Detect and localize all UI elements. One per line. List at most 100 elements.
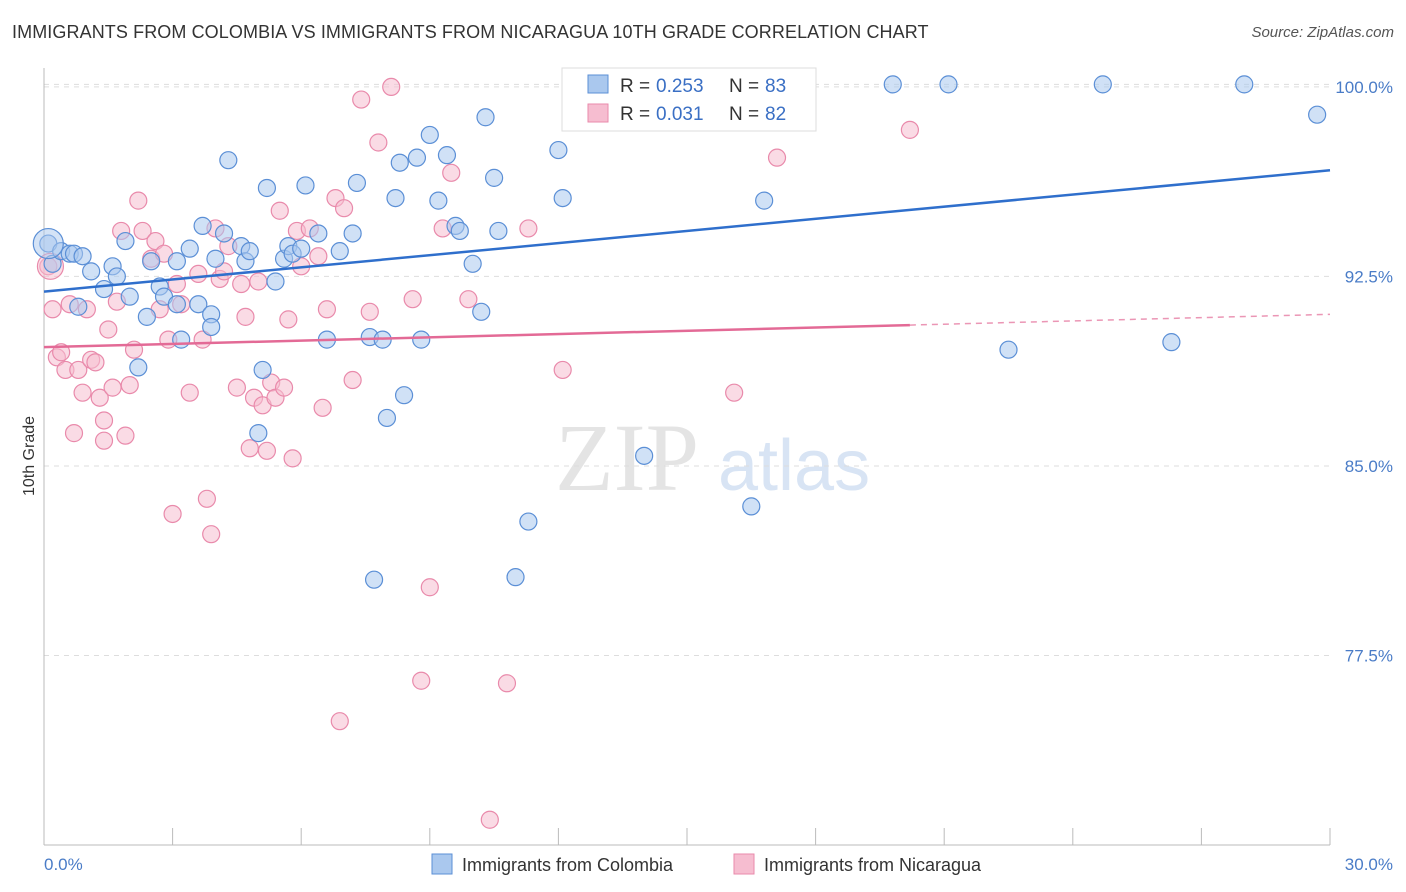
nicaragua-point [480,810,499,829]
nicaragua-point [202,525,221,544]
nicaragua-point [94,431,114,450]
colombia-point [755,191,774,210]
legend-r-label-colombia: R = [620,76,650,97]
colombia-point [386,188,405,208]
chart-source: Source: ZipAtlas.com [1251,24,1394,41]
nicaragua-trend-line-solid [43,323,910,349]
colombia-point [206,249,225,268]
colombia-point [1235,75,1254,94]
bottom-legend-swatch-colombia [431,853,453,875]
nicaragua-point [146,231,165,251]
colombia-point [137,307,156,326]
colombia-point [120,287,139,306]
colombia-point [180,239,199,258]
colombia-point [364,570,384,589]
nicaragua-point [197,489,216,508]
nicaragua-point [43,300,62,319]
colombia-point [489,221,508,241]
nicaragua-point [317,300,337,319]
y-tick-label: 85.0% [1345,457,1393,476]
nicaragua-point [352,90,371,109]
legend-r-label-nicaragua: R = [620,104,650,125]
nicaragua-point [86,353,105,372]
colombia-point [292,239,311,258]
nicaragua-point [519,219,538,238]
colombia-point [407,148,427,167]
colombia-point [1093,75,1112,94]
colombia-point [377,408,397,428]
trend-lines [43,169,1331,349]
nicaragua-point [459,290,478,309]
legend-swatch-nicaragua [587,103,609,123]
legend-n-label-colombia: N = [729,76,759,97]
nicaragua-point [249,272,268,291]
legend-n-value-nicaragua: 82 [765,104,786,125]
nicaragua-point [334,199,354,218]
colombia-point-large [32,227,64,260]
legend-n-value-colombia: 83 [765,76,786,97]
nicaragua-point [189,264,208,284]
colombia-point [253,360,272,380]
colombia-point [343,224,362,243]
colombia-point [347,173,367,193]
nicaragua-point [382,77,401,97]
colombia-point [69,297,88,316]
colombia-point [1308,105,1327,124]
colombia-point [296,176,315,195]
tick-labels: 100.0% 92.5% 85.0% 77.5% 0.0% 30.0% [44,78,1393,874]
chart-title: IMMIGRANTS FROM COLOMBIA VS IMMIGRANTS F… [12,22,929,42]
nicaragua-point [309,247,328,266]
nicaragua-point [90,388,109,407]
nicaragua-point [99,320,118,339]
legend-swatch-colombia [587,74,609,94]
nicaragua-point [69,360,88,380]
colombia-point [939,75,958,94]
axes [43,68,1330,846]
nicaragua-point [236,307,255,326]
colombia-point [437,146,457,165]
colombia-point [82,262,101,281]
colombia-point [519,512,538,531]
colombia-point [472,302,491,321]
nicaragua-point [94,411,114,430]
series-legend: Immigrants from Colombia Immigrants from… [431,853,982,875]
nicaragua-point [129,191,148,210]
colombia-point [390,153,409,172]
nicaragua-point [900,120,920,139]
nicaragua-point [163,504,182,524]
colombia-point [142,252,161,271]
bottom-legend-label-colombia: Immigrants from Colombia [462,855,674,875]
colombia-point [266,272,285,291]
colombia-point [129,358,148,377]
x-tick-label: 30.0% [1345,855,1393,874]
colombia-point [73,247,92,266]
nicaragua-point [227,378,246,397]
colombia-point [506,568,525,587]
nicaragua-point [412,671,431,690]
colombia-point [463,254,482,273]
colombia-point [116,231,135,251]
nicaragua-point [767,148,787,167]
colombia-point [999,340,1018,359]
nicaragua-point [180,383,199,402]
colombia-point [420,125,439,145]
legend-r-value-colombia: 0.253 [656,76,704,97]
bottom-legend-swatch-nicaragua [733,853,755,875]
watermark-zip: ZIP [555,404,699,511]
colombia-point [202,317,221,337]
colombia-trend-line-solid [43,169,1331,293]
nicaragua-point [240,439,259,458]
colombia-point [214,224,234,243]
colombia-point [309,224,328,243]
colombia-point [189,295,208,314]
colombia-point [1162,333,1181,352]
colombia-point [476,108,495,127]
colombia-point [450,221,469,241]
nicaragua-point [133,221,152,241]
nicaragua-trend-line-dashed [909,313,1331,326]
colombia-point [257,178,277,198]
x-tick-label: 0.0% [44,855,83,874]
colombia-point [167,252,186,271]
colombia-point [249,424,268,443]
